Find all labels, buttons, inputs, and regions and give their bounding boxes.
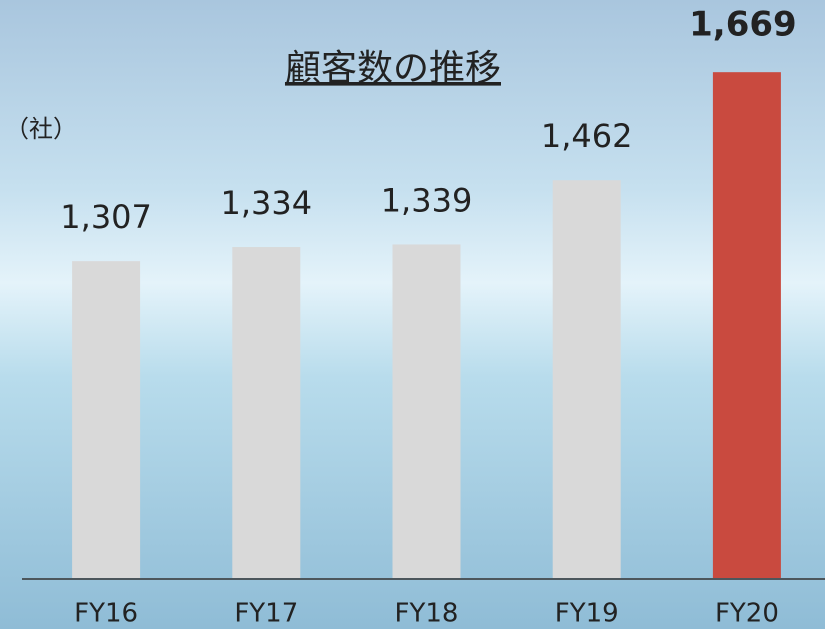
bar xyxy=(553,180,621,578)
data-label: 1,307 xyxy=(60,198,152,236)
x-tick-label: FY17 xyxy=(234,599,298,629)
page: 顧客数の推移 （社） FY16 1,307 FY17 1,334 FY18 1,339 FY… xyxy=(0,0,825,629)
data-label: 1,339 xyxy=(381,181,473,219)
unit-label: （社） xyxy=(5,115,77,143)
x-tick-label: FY20 xyxy=(715,599,779,629)
bar xyxy=(232,247,300,578)
x-tick-label: FY18 xyxy=(395,599,459,629)
chart-title: 顧客数の推移 xyxy=(285,48,501,89)
data-label: 1,462 xyxy=(541,117,633,155)
bar xyxy=(72,261,140,578)
x-tick-label: FY19 xyxy=(555,599,619,629)
x-tick-label: FY16 xyxy=(74,599,138,629)
chart: 顧客数の推移 （社） FY16 1,307 FY17 1,334 FY18 1,339 FY… xyxy=(0,0,825,629)
data-label: 1,669 xyxy=(689,5,797,45)
bar xyxy=(713,72,781,578)
bar xyxy=(393,244,461,578)
data-label: 1,334 xyxy=(220,184,312,222)
